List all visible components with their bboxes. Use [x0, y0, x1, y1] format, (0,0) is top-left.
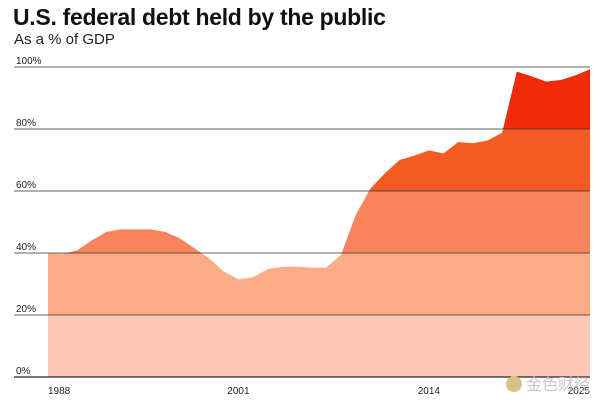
y-tick-label: 40% — [16, 242, 36, 253]
x-tick-label: 2025 — [568, 386, 591, 397]
chart-subtitle: As a % of GDP — [14, 31, 115, 48]
y-tick-label: 0% — [16, 366, 31, 377]
area-band-20-40 — [48, 253, 590, 315]
y-tick-label: 100% — [16, 56, 42, 67]
y-tick-label: 60% — [16, 180, 36, 191]
y-tick-label: 80% — [16, 118, 36, 129]
coin-icon — [505, 376, 522, 392]
area-band-40-60 — [48, 191, 590, 253]
x-tick-label: 1988 — [48, 386, 71, 397]
chart-title: U.S. federal debt held by the public — [13, 4, 386, 30]
area-band-60-80 — [48, 129, 590, 191]
area-band-80-100 — [48, 69, 590, 129]
watermark-logo: 金色财经 — [505, 371, 590, 395]
x-tick-label: 2014 — [418, 386, 441, 397]
area-band-0-20 — [48, 315, 590, 377]
y-tick-label: 20% — [16, 304, 36, 315]
x-tick-label: 2001 — [227, 386, 250, 397]
